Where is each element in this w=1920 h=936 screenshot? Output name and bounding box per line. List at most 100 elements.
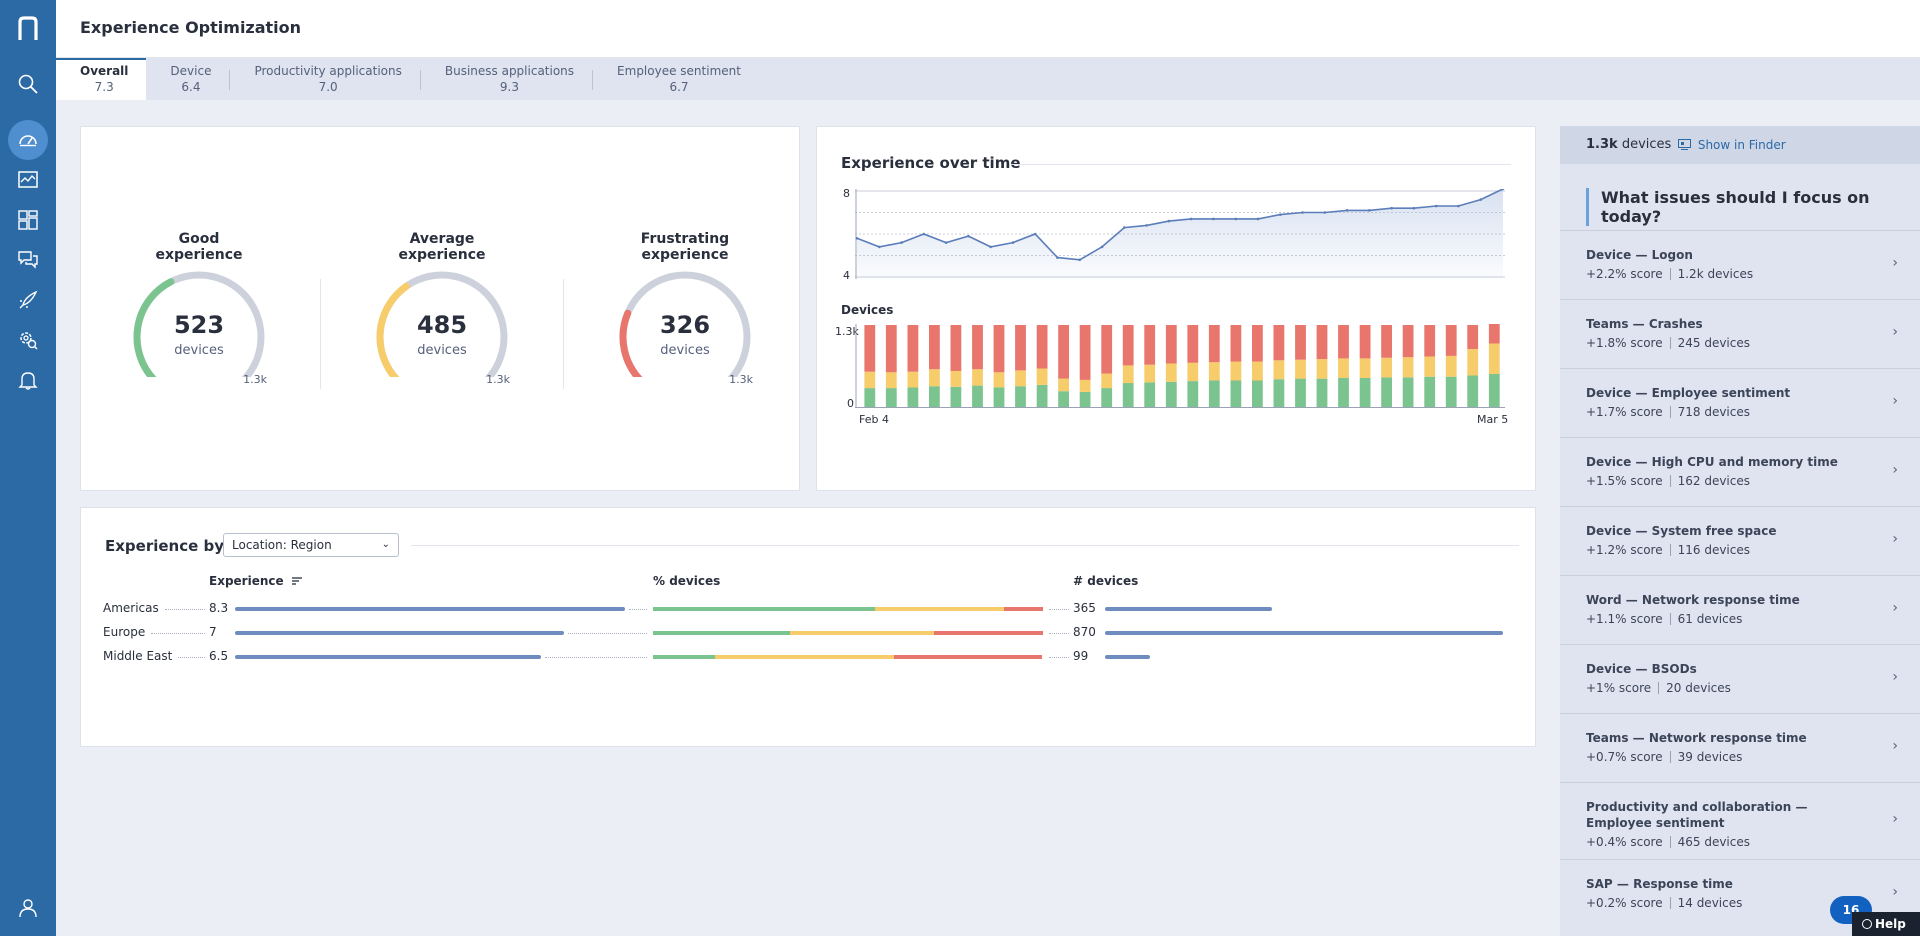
device-bar-segment [950, 386, 962, 407]
device-bar-segment [1122, 383, 1134, 407]
column-experience[interactable]: Experience [209, 574, 302, 588]
pct-devices-segment [653, 655, 715, 659]
device-bar-segment [1273, 379, 1285, 407]
issue-item[interactable]: Device — Logon +2.2% score 1.2k devices › [1560, 230, 1920, 298]
gauge-frustrating[interactable]: Frustrating experience 326 devices 1.3k [605, 231, 765, 386]
row-leader [568, 633, 647, 634]
sidebar-campaigns[interactable] [8, 280, 48, 320]
line-point [1368, 209, 1371, 212]
issue-item[interactable]: Device — Employee sentiment +1.7% score 7… [1560, 368, 1920, 436]
device-bar-segment [1402, 377, 1414, 407]
line-point [855, 237, 859, 240]
issue-score: +1% score [1586, 681, 1652, 695]
device-bar-segment [1144, 382, 1156, 407]
issue-meta: +1% score 20 devices [1586, 681, 1731, 695]
device-bar-segment [885, 388, 897, 407]
x-end-label: Mar 5 [1477, 413, 1509, 426]
line-point [1212, 217, 1215, 221]
sidebar-feedback[interactable] [8, 240, 48, 280]
tab-overall[interactable]: Overall 7.3 [56, 58, 147, 100]
device-bar-segment [950, 371, 962, 387]
issue-item[interactable]: Teams — Network response time +0.7% scor… [1560, 713, 1920, 781]
devices-bar-chart[interactable] [855, 324, 1505, 408]
device-count: 1.3k devices [1586, 137, 1671, 152]
column-pct-devices[interactable]: % devices [653, 574, 721, 588]
tab-label: Business applications [444, 64, 575, 78]
gauge-divider [320, 279, 321, 389]
device-bar-segment [1467, 375, 1479, 407]
device-bar-segment [1488, 343, 1500, 374]
device-bar-segment [1187, 381, 1199, 407]
sidebar-remote-actions[interactable] [8, 320, 48, 360]
device-bar-segment [1079, 391, 1091, 407]
column-count-devices[interactable]: # devices [1073, 574, 1139, 588]
issue-score: +2.2% score [1586, 267, 1663, 281]
sidebar-alerts[interactable] [8, 360, 48, 400]
column-experience-label: Experience [209, 574, 284, 588]
sidebar-search[interactable] [8, 64, 48, 104]
issue-item[interactable]: Teams — Crashes +1.8% score 245 devices › [1560, 299, 1920, 367]
device-bar-segment [1165, 363, 1177, 382]
notification-count-badge[interactable]: 16 [1830, 896, 1872, 924]
device-bar-segment [1058, 378, 1069, 392]
row-score: 7 [209, 625, 217, 639]
device-bar-segment [1445, 376, 1457, 407]
gauge-title-line2: experience [155, 247, 243, 263]
issue-item[interactable]: Device — High CPU and memory time +1.5% … [1560, 437, 1920, 505]
device-count-bar [1105, 607, 1272, 611]
gauge-max: 1.3k [729, 373, 753, 386]
row-leader [164, 609, 205, 610]
device-bar-segment [1208, 325, 1220, 363]
issue-item[interactable]: Device — BSODs +1% score 20 devices › [1560, 644, 1920, 712]
chevron-right-icon: › [1892, 324, 1898, 340]
sidebar-analytics[interactable] [8, 160, 48, 200]
gauge-dial [619, 271, 751, 377]
line-point [1100, 245, 1104, 249]
gauge-good[interactable]: Good experience 523 devices 1.3k [119, 231, 279, 386]
issue-item[interactable]: Word — Network response time +1.1% score… [1560, 575, 1920, 643]
help-button[interactable]: Help [1852, 912, 1920, 936]
top-bar: Experience Optimization [56, 0, 1920, 58]
issue-score: +0.4% score [1586, 835, 1663, 849]
row-leader [151, 633, 205, 634]
sidebar-layouts[interactable] [8, 200, 48, 240]
row-count: 99 [1073, 649, 1089, 663]
pct-devices-segment [653, 631, 790, 635]
breakdown-select[interactable]: Location: Region ⌄ [223, 533, 399, 557]
sidebar-user[interactable] [8, 888, 48, 928]
issue-item[interactable]: Device — System free space +1.2% score 11… [1560, 506, 1920, 574]
device-bar-segment [1295, 325, 1306, 360]
tab-business-applications[interactable]: Business applications 9.3 [421, 58, 592, 100]
issue-devices: 245 devices [1677, 336, 1750, 350]
device-bar-segment [993, 387, 1005, 407]
gauge-unit: devices [660, 343, 710, 358]
line-point [1457, 204, 1460, 208]
device-bar-segment [1381, 325, 1392, 358]
app-logo-icon[interactable] [14, 14, 42, 42]
line-point [1345, 209, 1349, 212]
issue-item[interactable]: SAP — Response time +0.2% score 14 device… [1560, 859, 1920, 927]
chevron-right-icon: › [1892, 255, 1898, 271]
sort-icon [291, 577, 302, 585]
device-bar-segment [1101, 325, 1113, 374]
issue-devices: 61 devices [1677, 612, 1743, 626]
tab-device[interactable]: Device 6.4 [146, 58, 229, 100]
gauge-title-line2: experience [641, 247, 729, 263]
tab-employee-sentiment[interactable]: Employee sentiment 6.7 [593, 58, 759, 100]
line-point [989, 245, 992, 249]
sidebar-dashboard[interactable] [8, 120, 48, 160]
tab-productivity-applications[interactable]: Productivity applications 7.0 [230, 58, 419, 100]
device-bar-segment [864, 325, 876, 372]
show-in-finder-link[interactable]: Show in Finder [1678, 138, 1786, 152]
issue-devices: 1.2k devices [1677, 267, 1754, 281]
chevron-right-icon: › [1892, 738, 1898, 754]
device-bar-segment [1144, 325, 1156, 365]
title-rule [411, 545, 1519, 546]
experience-line-chart[interactable] [855, 189, 1505, 279]
issue-score: +1.5% score [1586, 474, 1663, 488]
issue-item[interactable]: Productivity and collaboration — Employe… [1560, 782, 1920, 858]
issue-title: Device — High CPU and memory time [1586, 455, 1838, 469]
device-count-bar [1105, 655, 1150, 659]
gauge-average[interactable]: Average experience 485 devices 1.3k [362, 231, 522, 386]
tab-divider [229, 70, 231, 90]
